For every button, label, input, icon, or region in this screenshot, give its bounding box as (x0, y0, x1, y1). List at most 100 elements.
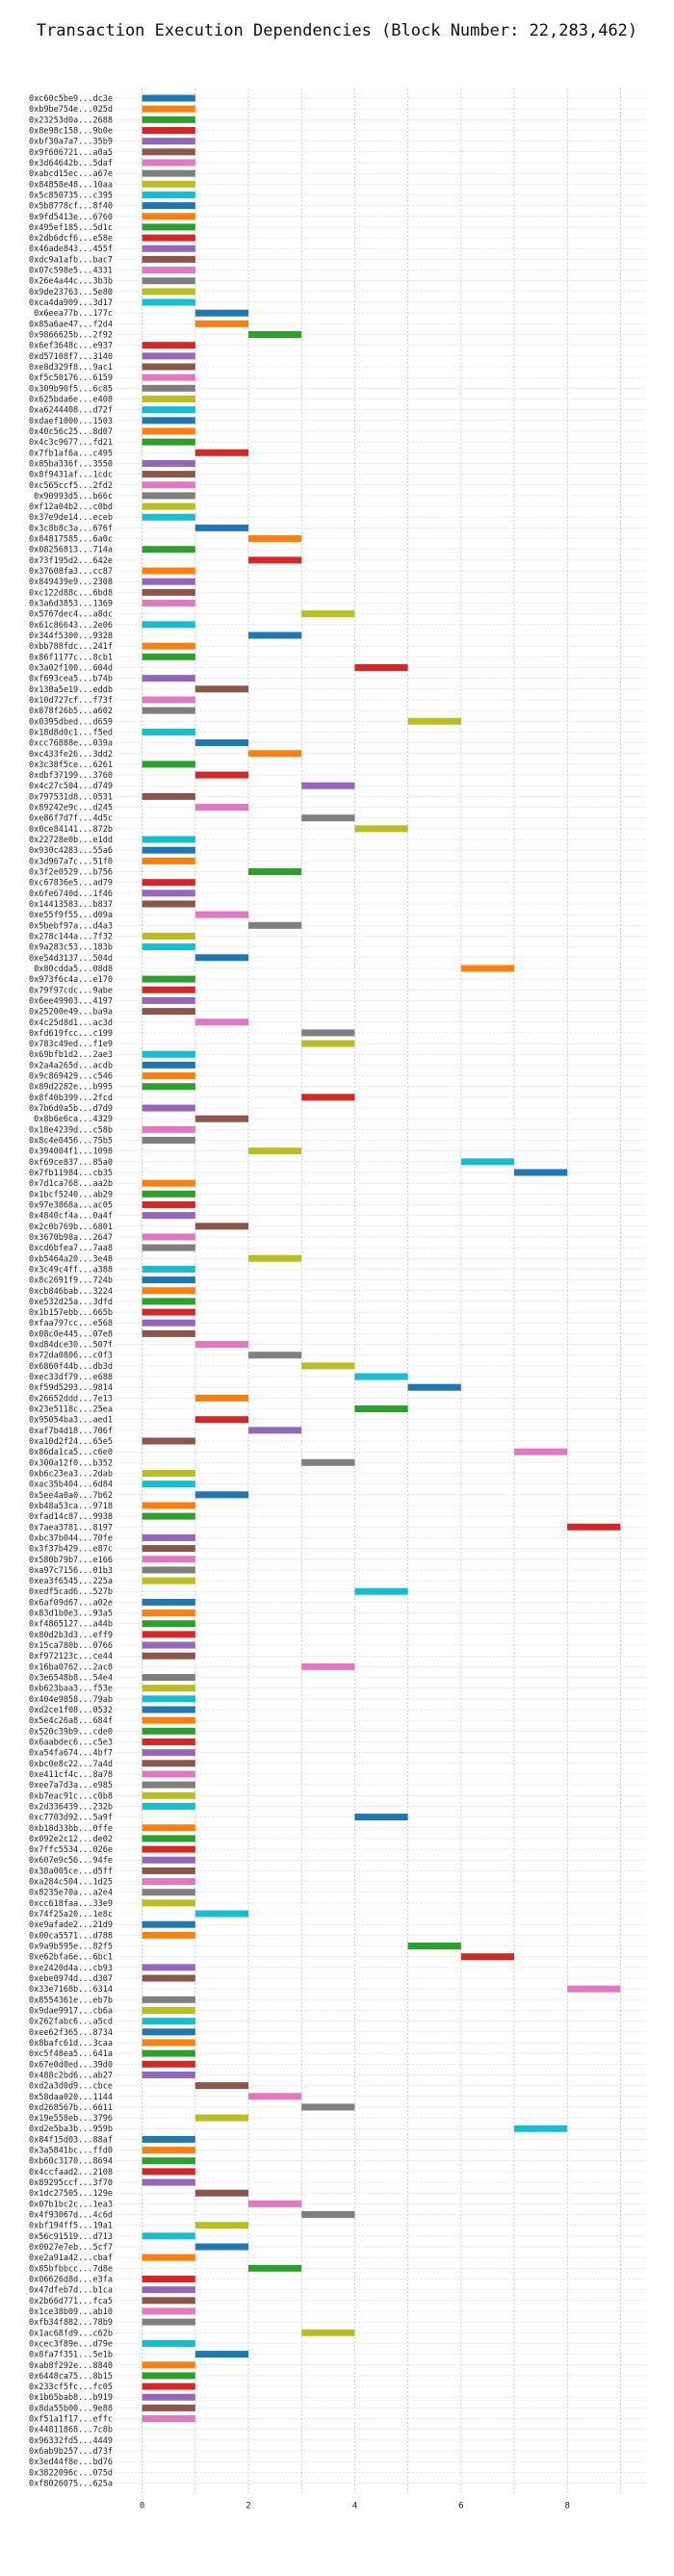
tx-label: 0x96332fd5...4449 (29, 2436, 113, 2446)
tx-label: 0x7b6d0a5b...d7d9 (29, 1104, 113, 1114)
tx-bar (142, 1974, 195, 1982)
tx-label: 0xea3f6545...225a (29, 1577, 113, 1586)
tx-bar (354, 663, 408, 671)
tx-bar (142, 438, 195, 446)
tx-bar (142, 1512, 195, 1520)
tx-label: 0x5bebf97a...d4a3 (29, 921, 113, 931)
tx-label: 0x878f26b5...a602 (29, 707, 113, 716)
tx-bar (142, 1308, 195, 1316)
tx-label: 0x309b90f5...6c85 (29, 384, 113, 394)
tx-label: 0xb623baa3...f53e (29, 1685, 113, 1694)
tx-bar (142, 1920, 195, 1928)
tx-label: 0x8c4e0456...75b5 (29, 1137, 113, 1146)
tx-label: 0xcec3f89e...d79e (29, 2339, 113, 2349)
tx-label: 0xfaa797cc...e568 (29, 1319, 113, 1328)
tx-label: 0x56c91519...d713 (29, 2232, 113, 2242)
tx-bar (142, 1867, 195, 1874)
tx-label: 0xee62f365...8734 (29, 2028, 113, 2038)
tx-label: 0xe54d3137...504d (29, 954, 113, 964)
tx-label: 0xdbf37199...3760 (29, 771, 113, 781)
tx-bar (142, 588, 195, 596)
tx-bar (142, 492, 195, 500)
tx-label: 0x4ccfaad2...2108 (29, 2168, 113, 2177)
tx-label: 0xf8026075...625a (29, 2480, 113, 2489)
tx-bar (301, 1458, 355, 1466)
tx-bar (142, 2178, 195, 2186)
tx-label: 0x37608fa3...cc87 (29, 567, 113, 577)
tx-label: 0x1ce38b09...ab10 (29, 2307, 113, 2317)
tx-label: 0x3c38f5ce...6261 (29, 760, 113, 770)
tx-bar (142, 1652, 195, 1660)
tx-bar (142, 427, 195, 435)
tx-bar (142, 1233, 195, 1241)
tx-label: 0x5ee4a0a0...7b62 (29, 1491, 113, 1501)
tx-label: 0x8f40b399...2fcd (29, 1094, 113, 1103)
tx-bar (194, 1223, 248, 1230)
tx-bar (142, 600, 195, 607)
tx-bar (142, 2168, 195, 2176)
tx-label: 0xf12a04b2...c0bd (29, 502, 113, 512)
tx-label: 0xd268567b...6611 (29, 2103, 113, 2113)
tx-bar (142, 1083, 195, 1091)
tx-label: 0x14413583...b837 (29, 900, 113, 910)
tx-label: 0xe9afade2...21d9 (29, 1920, 113, 1930)
tx-bar (142, 288, 195, 296)
tx-label: 0x44811868...7c8b (29, 2426, 113, 2435)
tx-bar (142, 2318, 195, 2326)
tx-label: 0x2b66d771...fca5 (29, 2297, 113, 2306)
tx-label: 0x8e98c158...9b0e (29, 126, 113, 136)
tx-bar (142, 1781, 195, 1789)
tx-bar (460, 965, 514, 972)
tx-bar (354, 1814, 408, 1821)
tx-bar (142, 1727, 195, 1735)
tx-label: 0xb6c23ea3...2dab (29, 1469, 113, 1479)
tx-label: 0x38a005ce...d5ff (29, 1867, 113, 1876)
tx-bar (301, 2329, 355, 2336)
tx-bar (248, 556, 302, 564)
tx-bar (142, 932, 195, 940)
tx-bar (142, 1125, 195, 1133)
tx-bar (248, 2200, 302, 2207)
tx-label: 0xe532d25a...3dfd (29, 1298, 113, 1307)
tx-bar (142, 363, 195, 371)
tx-label: 0xcc618faa...33e9 (29, 1899, 113, 1909)
tx-label: 0x130a5e19...eddb (29, 685, 113, 695)
tx-bar (301, 1362, 355, 1370)
tx-label: 0x1b157ebb...665b (29, 1308, 113, 1318)
tx-bar (142, 1749, 195, 1757)
tx-label: 0x90993d5...b66c (34, 492, 113, 502)
tx-label: 0x4c3c9677...fd21 (29, 438, 113, 448)
tx-bar (142, 1050, 195, 1058)
tx-bar (142, 245, 195, 252)
tx-bar (194, 1018, 248, 1026)
tx-label: 0x8da55b00...9e88 (29, 2404, 113, 2413)
tx-bar (142, 1298, 195, 1305)
tx-label: 0x07c598e5...4331 (29, 267, 113, 276)
tx-label: 0x10d727cf...f73f (29, 696, 113, 706)
tx-bar (194, 739, 248, 747)
tx-label: 0x73f195d2...642e (29, 556, 113, 566)
grid-lines (116, 89, 647, 2493)
tx-label: 0x3c8b8c3a...676f (29, 524, 113, 533)
tx-bar (142, 169, 195, 177)
tx-label: 0xe86f7d7f...4d5c (29, 814, 113, 824)
tx-label: 0xedf5cad6...527b (29, 1587, 113, 1597)
tx-label: 0x7aea3781...8197 (29, 1523, 113, 1533)
tx-bar (142, 1802, 195, 1810)
tx-bar (194, 911, 248, 918)
tx-label: 0xd2e5ba3b...959b (29, 2125, 113, 2134)
tx-label: 0x6ab9b257...d73f (29, 2447, 113, 2457)
tx-bar (142, 546, 195, 554)
tx-label: 0xb9be754e...025d (29, 105, 113, 115)
tx-bar (142, 502, 195, 510)
tx-bar (301, 1094, 355, 1101)
tx-bar (354, 825, 408, 833)
tx-label: 0x6eea77b...177c (34, 309, 113, 319)
tx-bar (142, 2018, 195, 2025)
tx-label: 0xbb788fdc...241f (29, 642, 113, 652)
tx-bar (142, 298, 195, 306)
tx-label: 0xfb34f882...78b9 (29, 2318, 113, 2328)
tx-bar (142, 148, 195, 156)
tx-bar (301, 1029, 355, 1037)
